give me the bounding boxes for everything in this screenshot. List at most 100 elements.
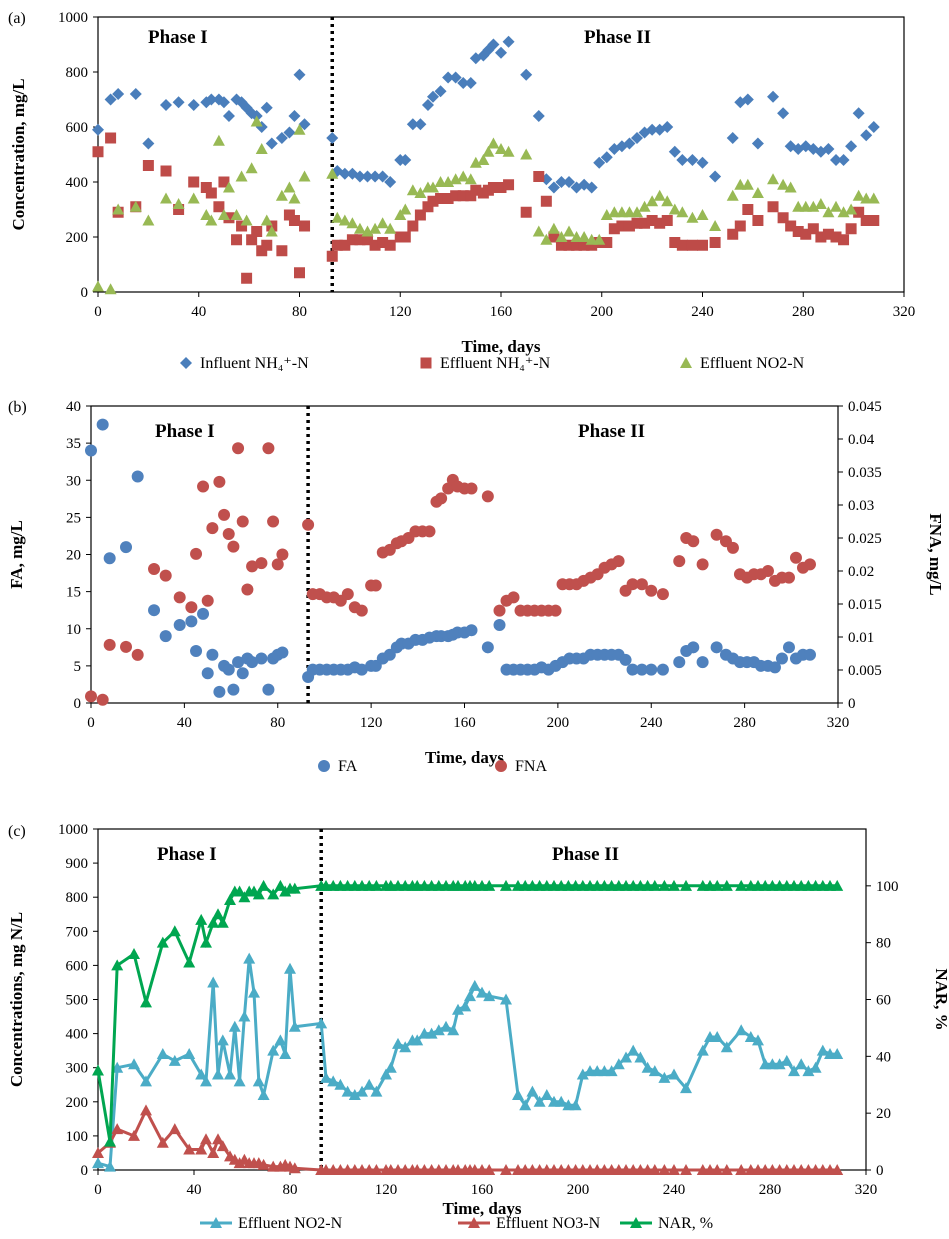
data-point [320, 1071, 332, 1083]
panel-a: (a) 0 40 80 120 160 200 240 280 320 0 200 400 600 800 1… [8, 10, 915, 372]
data-point [346, 217, 359, 229]
y-tick-label: 800 [66, 890, 89, 906]
data-point [784, 181, 797, 193]
data-point [434, 85, 447, 98]
data-point [789, 551, 802, 564]
data-point [493, 619, 506, 632]
data-point [195, 1143, 208, 1155]
data-point [241, 272, 253, 284]
data-point [533, 171, 545, 182]
data-point [156, 1136, 169, 1148]
data-point [442, 193, 454, 204]
data-point [271, 558, 284, 571]
data-point [627, 1044, 640, 1056]
data-point [782, 641, 795, 654]
x-tick-label: 200 [547, 715, 570, 731]
data-point [741, 178, 754, 190]
x-tick-label: 160 [453, 715, 476, 731]
data-point [500, 879, 512, 891]
data-point [355, 604, 368, 617]
data-point [222, 528, 235, 541]
data-point [576, 1068, 589, 1080]
data-point [414, 209, 426, 221]
data-point [578, 239, 590, 251]
data-point [279, 1048, 292, 1060]
data-point [233, 1075, 246, 1087]
data-point [406, 118, 419, 131]
data-point [809, 1061, 822, 1073]
data-point [686, 239, 698, 251]
data-point [578, 231, 591, 242]
data-point [563, 225, 576, 237]
data-point [626, 578, 639, 591]
data-point [326, 132, 339, 144]
data-point [407, 220, 419, 232]
data-point [767, 201, 779, 213]
data-point [183, 956, 196, 968]
data-point [384, 1061, 397, 1073]
data-point [720, 1041, 733, 1053]
data-point [197, 480, 210, 493]
y-axis-title: Concentration, mg/L [9, 78, 28, 230]
data-point [246, 656, 259, 669]
data-point [213, 201, 225, 213]
data-point [726, 541, 739, 554]
data-point [696, 1044, 709, 1056]
y2-tick-label: 0.04 [848, 432, 875, 448]
data-point [216, 916, 229, 928]
data-point [288, 882, 301, 894]
data-point [299, 220, 311, 232]
data-point [353, 170, 366, 183]
data-point [288, 215, 300, 226]
data-point [414, 118, 427, 131]
legend-marker [630, 1217, 642, 1228]
data-point [363, 1078, 376, 1090]
data-point [648, 1164, 661, 1175]
x-tick-label: 0 [87, 715, 95, 731]
data-point [645, 663, 658, 676]
y-tick-label: 900 [66, 856, 89, 872]
data-point [168, 925, 181, 937]
data-point [274, 879, 287, 891]
data-point [222, 110, 235, 122]
y-tick-label: 40 [66, 399, 81, 415]
data-point [399, 203, 412, 215]
y-tick-label: 10 [66, 622, 81, 638]
data-point [85, 444, 97, 457]
data-point [131, 470, 144, 483]
data-point [669, 237, 681, 248]
series-1 [92, 132, 880, 284]
data-point [399, 154, 412, 166]
data-point [709, 220, 722, 231]
x-tick-label: 200 [591, 304, 614, 320]
data-point [777, 178, 790, 190]
data-point [830, 231, 842, 243]
data-point [376, 170, 389, 183]
data-point [212, 1133, 224, 1145]
data-point [619, 653, 632, 666]
data-point [257, 879, 270, 891]
series-2 [92, 879, 844, 1147]
y2-axis-title: NAR, % [932, 968, 949, 1030]
data-point [483, 990, 496, 1002]
data-point [261, 239, 273, 251]
data-point [741, 93, 754, 106]
data-point [187, 192, 200, 204]
y-tick-label: 400 [66, 1027, 89, 1043]
data-point [427, 195, 439, 207]
data-point [262, 683, 275, 696]
data-point [376, 217, 389, 229]
y2-axis-title: FNA, mg/L [926, 513, 945, 595]
data-point [845, 223, 857, 235]
data-point [212, 1068, 224, 1080]
legend-label: NAR, % [658, 1215, 713, 1232]
data-point [777, 212, 789, 224]
x-axis-title: Time, days [442, 1199, 521, 1218]
data-point [782, 571, 795, 584]
data-point [519, 1099, 532, 1111]
data-point [668, 1068, 680, 1080]
y-tick-label: 800 [66, 65, 89, 81]
data-point [788, 1065, 800, 1077]
data-point [658, 1071, 671, 1083]
data-point [275, 189, 288, 201]
